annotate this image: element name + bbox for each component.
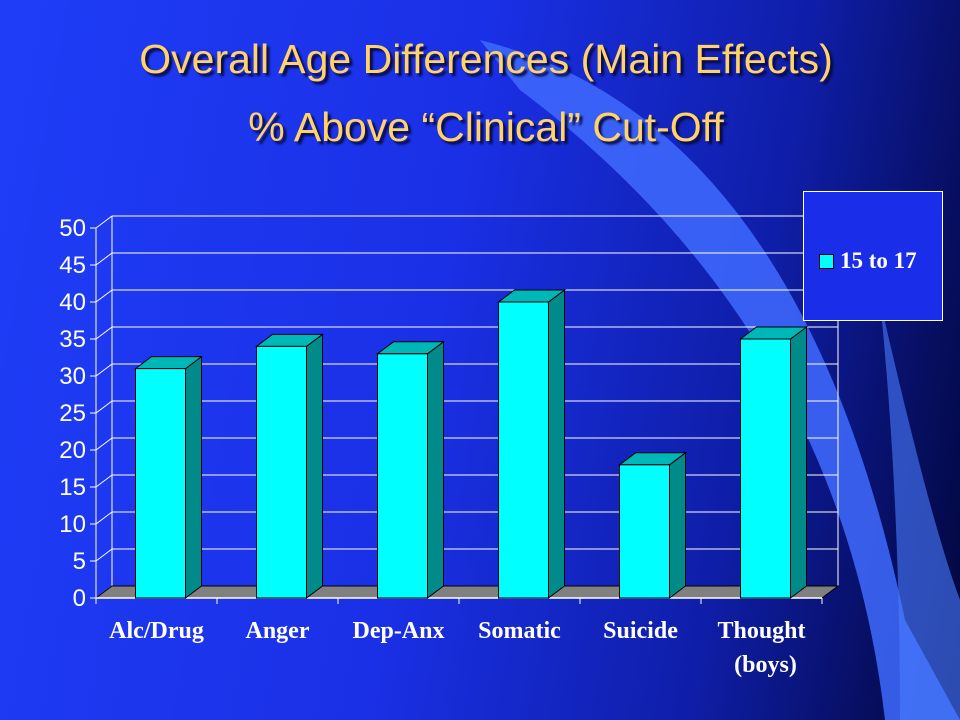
y-tick-label: 35 [59,326,86,353]
gridline-side [95,326,113,340]
y-tick-label: 20 [59,437,86,464]
x-category-label: Somatic [478,618,561,644]
y-axis-ticks: 0 5 10 15 20 25 30 35 40 45 50 [59,215,96,612]
gridline-side [95,548,113,562]
chart-bars [134,289,808,599]
bar-front [498,301,549,599]
y-tick-label: 15 [59,474,86,501]
y-tick-label: 5 [73,548,86,575]
x-category-label: Alc/Drug [109,618,204,644]
chart-gridlines [95,215,839,599]
bar-side [790,326,807,599]
y-tick-label: 25 [59,400,86,427]
bar-side [306,333,323,599]
y-tick-label: 50 [59,215,86,242]
y-tick-label: 40 [59,289,86,316]
gridline-side [95,215,113,229]
chart-legend: 15 to 17 [803,191,943,321]
gridline-side [95,400,113,414]
slide-title: Overall Age Differences (Main Effects) [139,36,833,82]
bar-suicide [618,451,687,599]
x-category-label: Suicide [603,618,678,644]
gridline-side [95,252,113,266]
legend-label: 15 to 17 [840,248,917,273]
bar-anger [255,333,324,599]
bar-side [548,289,565,599]
x-category-sublabel: (boys) [734,652,797,678]
x-category-label: Anger [246,618,310,644]
y-tick-label: 45 [59,252,86,279]
bar-front [377,353,428,599]
gridline-side [95,289,113,303]
bar-front [619,464,670,599]
chart-floor [94,585,840,599]
floor-plane [94,585,840,599]
bar-thought [739,326,808,599]
y-tick-label: 0 [73,585,86,612]
bar-alc-drug [134,355,203,599]
bar-front [740,338,791,599]
gridline-side [95,437,113,451]
bar-dep-anx [376,340,445,599]
x-category-label: Thought [717,618,805,644]
bar-side [185,355,202,599]
y-tick-label: 30 [59,363,86,390]
x-category-label: Dep-Anx [352,618,444,644]
x-axis-categories: Alc/Drug Anger Dep-Anx Somatic Suicide Though… [95,598,823,678]
slide-subtitle: % Above “Clinical” Cut-Off [248,104,724,150]
bar-somatic [497,289,566,599]
bar-front [256,345,307,599]
gridline-side [95,511,113,525]
legend-swatch [819,254,834,269]
y-tick-label: 10 [59,511,86,538]
bar-side [427,340,444,599]
gridline-side [95,363,113,377]
bar-side [669,451,686,599]
bar-front [135,368,186,599]
gridline-side [95,474,113,488]
